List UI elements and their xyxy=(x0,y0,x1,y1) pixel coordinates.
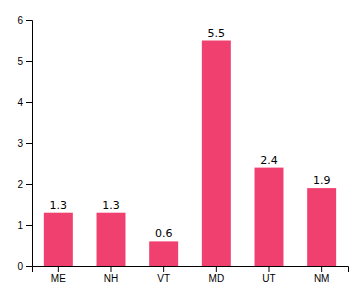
tick-label: NH xyxy=(104,273,118,284)
y-tick: 0 xyxy=(17,261,32,272)
y-tick: 6 xyxy=(17,15,32,26)
tick-mark xyxy=(26,225,32,226)
bar xyxy=(97,213,126,266)
bar xyxy=(255,168,284,266)
data-label: 1.9 xyxy=(313,174,331,187)
tick-label: 1 xyxy=(17,220,23,231)
bar xyxy=(202,41,231,267)
tick-mark xyxy=(26,266,32,267)
axis-line xyxy=(33,267,349,273)
y-tick: 1 xyxy=(17,220,32,231)
tick-label: UT xyxy=(262,273,275,284)
x-tick: NM xyxy=(314,266,330,284)
tick-mark xyxy=(26,102,32,103)
tick-label: 3 xyxy=(17,138,23,149)
tick-label: ME xyxy=(51,273,66,284)
tick-label: 5 xyxy=(17,56,23,67)
tick-label: 6 xyxy=(17,15,23,26)
x-tick: ME xyxy=(51,266,66,284)
tick-label: 2 xyxy=(17,179,23,190)
bar xyxy=(149,241,178,266)
tick-mark xyxy=(26,61,32,62)
tick-mark xyxy=(216,266,217,272)
x-tick: UT xyxy=(262,266,275,284)
tick-label: VT xyxy=(157,273,170,284)
data-label: 1.3 xyxy=(50,199,67,212)
tick-mark xyxy=(269,266,270,272)
x-tick: NH xyxy=(104,266,118,284)
tick-mark xyxy=(26,20,32,21)
tick-mark xyxy=(163,266,164,272)
tick-label: MD xyxy=(209,273,225,284)
x-tick: MD xyxy=(209,266,225,284)
y-tick: 5 xyxy=(17,56,32,67)
tick-label: 0 xyxy=(17,261,23,272)
data-label: 2.4 xyxy=(260,154,278,167)
chart-container: ME NH VT MD UT NM 0 1 2 3 4 5 6 1.3 1.3 0.6 5.5 2.4 1.9 xyxy=(0,0,360,294)
bars xyxy=(44,41,336,267)
data-labels: 1.3 1.3 0.6 5.5 2.4 1.9 xyxy=(50,27,331,241)
y-tick: 3 xyxy=(17,138,32,149)
tick-label: 4 xyxy=(17,97,23,108)
x-tick: VT xyxy=(157,266,170,284)
bar xyxy=(44,213,73,266)
chart: ME NH VT MD UT NM 0 1 2 3 4 5 6 1.3 1.3 0.6 5.5 2.4 1.9 xyxy=(0,0,360,294)
plot: ME NH VT MD UT NM 0 1 2 3 4 5 6 1.3 1.3 0.6 5.5 2.4 1.9 xyxy=(17,15,348,284)
axis-line xyxy=(26,21,33,267)
y-tick: 4 xyxy=(17,97,32,108)
tick-mark xyxy=(58,266,59,272)
y-tick: 2 xyxy=(17,179,32,190)
x-axis: ME NH VT MD UT NM xyxy=(33,266,349,284)
y-axis: 0 1 2 3 4 5 6 xyxy=(17,15,32,272)
data-label: 0.6 xyxy=(155,227,173,240)
tick-mark xyxy=(111,266,112,272)
tick-mark xyxy=(321,266,322,272)
tick-label: NM xyxy=(314,273,330,284)
data-label: 5.5 xyxy=(208,27,226,40)
data-label: 1.3 xyxy=(102,199,120,212)
tick-mark xyxy=(26,143,32,144)
tick-mark xyxy=(26,184,32,185)
bar xyxy=(307,188,336,266)
